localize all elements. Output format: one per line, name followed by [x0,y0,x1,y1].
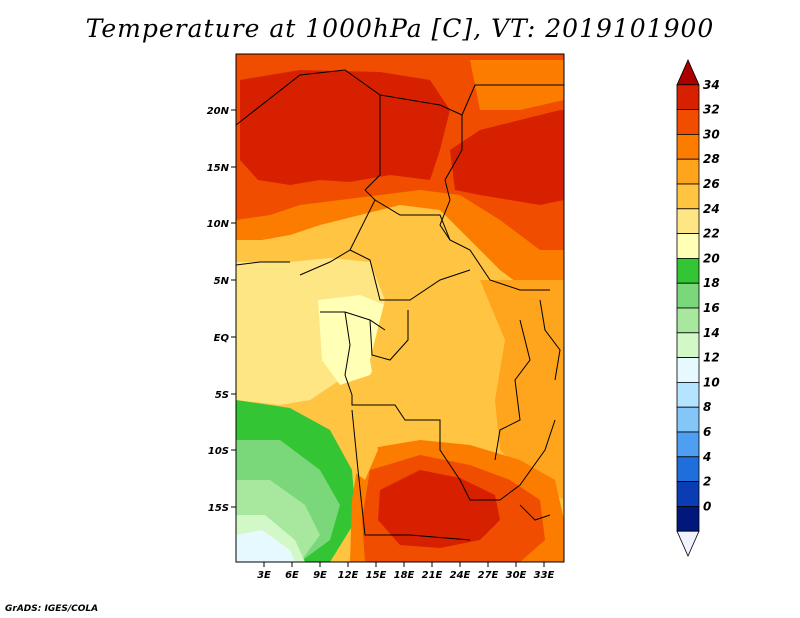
border-15 [539,299,561,381]
colorbar-label: 24 [703,202,720,216]
colorbar-swatch [676,406,700,433]
colorbar-swatch [676,233,700,259]
lon-label-27e: 27E [478,570,499,581]
lon-label-33e: 33E [534,570,555,581]
lon-label-12e: 12E [338,570,359,581]
colorbar-label: 30 [703,127,720,141]
border-8 [320,311,386,331]
lat-label-15n: 15N [207,163,230,174]
colorbar-swatch [676,481,700,507]
map-frame [235,53,565,563]
field-congo-gold [370,270,530,445]
border-7 [349,249,471,301]
colorbar-label: 4 [702,450,711,464]
lat-label-eq: EQ [214,333,230,344]
border-11 [351,395,461,481]
colorbar-swatch [676,431,700,458]
colorbar-swatch [676,158,700,185]
lon-label-6e: 6E [285,570,299,581]
lat-label-15s: 15S [208,503,229,514]
colorbar-label: 12 [703,351,720,365]
temperature-field [236,54,564,562]
colorbar-swatch [676,208,700,235]
lon-label-21e: 21E [422,570,443,581]
country-borders [235,69,564,541]
lat-label-10s: 10S [208,446,229,457]
border-14 [459,419,556,501]
lon-label-3e: 3E [257,570,271,581]
lon-label-9e: 9E [313,570,327,581]
border-5 [439,199,550,291]
lon-label-15e: 15E [366,570,387,581]
border-16 [519,504,551,521]
lat-axis: 20N 15N 10N 5N EQ 5S 10S 15S [207,106,236,514]
colorbar-swatch [676,332,700,358]
border-17 [235,261,290,266]
colorbar-swatch [676,307,700,334]
field-kalahari-hot [378,470,500,548]
colorbar-label: 14 [703,326,720,340]
colorbar-swatch [676,282,700,309]
border-2 [379,94,463,201]
colorbar-swatch [676,84,700,111]
lat-label-20n: 20N [207,106,230,117]
lon-label-18e: 18E [394,570,415,581]
map-title: Temperature at 1000hPa [C], VT: 20191019… [85,14,715,43]
border-6 [374,199,451,241]
credit-text: GrADS: IGES/COLA [5,604,99,614]
colorbar-label: 18 [703,276,720,290]
colorbar-swatch [676,456,700,482]
colorbar-label: 0 [703,499,711,513]
colorbar-label: 22 [703,227,720,241]
colorbar-label: 16 [703,301,720,315]
colorbar-swatch [676,183,700,210]
colorbar-label: 32 [703,103,720,117]
colorbar-label: 6 [703,425,711,439]
colorbar-swatch [676,505,700,532]
colorbar-swatch [676,109,700,135]
border-10 [369,310,409,361]
lat-label-5n: 5N [214,276,230,287]
colorbar-label: 20 [703,251,720,265]
lat-label-10n: 10N [207,219,230,230]
field-sahel-hot [240,70,450,185]
lon-axis: 3E 6E 9E 12E 15E 18E 21E 24E 27E 30E 33E [257,562,555,581]
lon-label-30e: 30E [506,570,527,581]
colorbar-swatch [676,257,700,284]
lon-label-24e: 24E [450,570,471,581]
field-atlantic-ice [236,530,295,562]
colorbar-label: 2 [703,475,711,489]
colorbar-label: 28 [703,152,720,166]
colorbar-label: 34 [703,78,720,92]
colorbar-label: 10 [703,375,720,389]
colorbar-swatch [676,59,700,86]
colorbar-label: 26 [703,177,720,191]
colorbar-swatch [676,381,700,408]
border-3 [461,84,564,116]
border-12 [494,319,531,461]
border-13 [351,409,471,541]
colorbar-swatch [676,530,700,557]
border-4 [299,189,376,276]
colorbar-swatch [676,357,700,383]
field-east-orange [480,280,564,500]
colorbar-swatch [676,133,700,160]
border-9 [344,311,353,396]
field-east-hot [450,110,564,205]
colorbar-label: 8 [703,400,711,414]
border-1 [235,69,381,191]
lat-label-5s: 5S [215,390,229,401]
